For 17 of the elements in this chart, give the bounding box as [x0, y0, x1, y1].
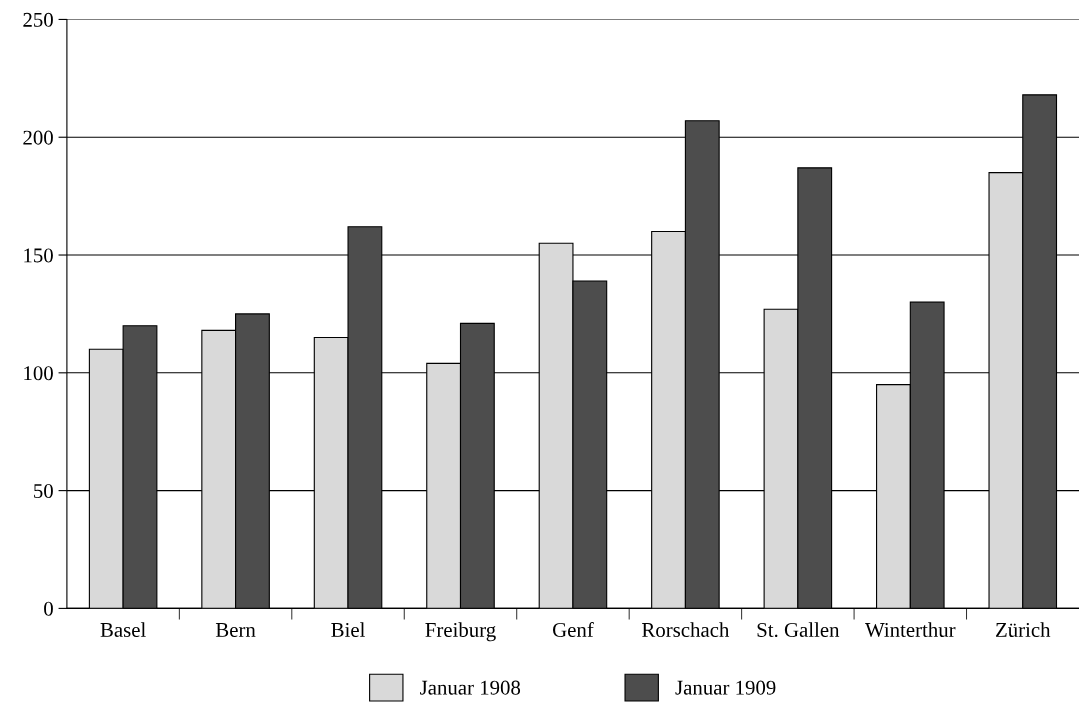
y-tick-label: 150	[24, 248, 53, 263]
x-tick-label: Rorschach	[642, 622, 730, 637]
y-tick-label: 100	[24, 366, 53, 381]
x-tick-label: Basel	[100, 622, 146, 637]
x-tick-label: St. Gallen	[757, 622, 840, 638]
y-tick-label: 50	[34, 483, 53, 499]
y-tick-label: 0	[44, 601, 53, 616]
x-tick-label: Genf	[552, 622, 594, 637]
x-tick-label: Winterthur	[865, 622, 956, 638]
x-tick-label: Zürich	[996, 622, 1051, 637]
legend-label: Januar 1908	[420, 680, 521, 695]
x-tick-label: Bern	[215, 623, 256, 637]
x-tick-label: Freiburg	[425, 622, 496, 642]
y-tick-label: 250	[23, 12, 53, 27]
legend-label: Januar 1909	[675, 680, 776, 695]
x-tick-label: Biel	[331, 622, 365, 637]
y-tick-label: 200	[23, 130, 53, 145]
